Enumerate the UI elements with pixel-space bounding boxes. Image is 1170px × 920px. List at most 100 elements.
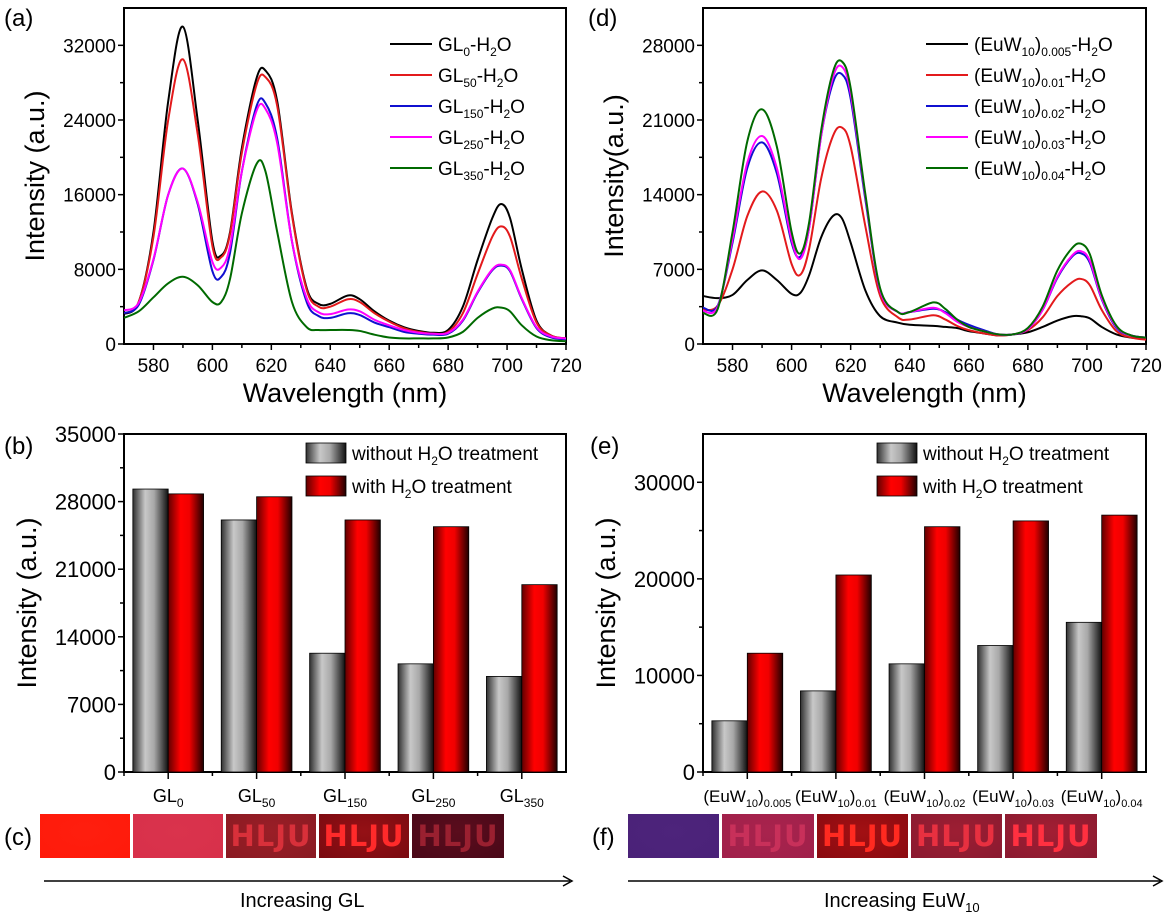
x-axis-label: Wavelength (nm) — [822, 378, 1027, 408]
bar-without H2O treatment-4 — [1065, 621, 1103, 773]
y-axis-label: Intensity(a.u.) — [599, 94, 629, 258]
y-tick-label: 21000 — [642, 111, 695, 132]
x-tick-label: 720 — [1130, 356, 1162, 377]
series-line-GL50-H2O — [124, 58, 566, 340]
legend-label: GL250-H2O — [438, 128, 525, 152]
y-axis-label: Intensity (a.u.) — [20, 90, 50, 261]
panel-label-b: (b) — [4, 433, 33, 460]
chart-b-bar-intensity-gl: 0 7000 14000 21000 28000 35000 Intensity (a.u.… — [12, 422, 567, 810]
y-tick-label: 28000 — [642, 36, 695, 57]
legend-swatch — [305, 442, 347, 464]
x-tick-label: (EuW10)0.02 — [884, 787, 966, 810]
legend-a: GL0-H2O GL50-H2O GL150-H2O GL250-H2O GL350-H… — [390, 35, 525, 183]
legend-swatch — [876, 442, 918, 464]
x-tick-label: 600 — [776, 356, 808, 377]
photo-tile-text: HLJU — [821, 819, 904, 853]
photo-tile-4: HLJU — [911, 814, 1002, 858]
y-tick-label: 0 — [104, 760, 116, 785]
bar-without H2O treatment-4 — [486, 675, 523, 773]
bar-with H2O treatment-0 — [167, 493, 204, 773]
bar-with H2O treatment-3 — [432, 526, 470, 773]
caption-text: Increasing EuW — [824, 890, 966, 912]
y-tick-label: 7000 — [653, 260, 695, 281]
series-line-(EuW10)0.04-H2O — [703, 59, 1146, 339]
panel-label-a: (a) — [4, 5, 33, 32]
y-tick-label: 14000 — [55, 625, 116, 650]
photo-tile-text: HLJU — [915, 819, 998, 853]
photo-tile-3: HLJU — [817, 814, 908, 858]
bar-without H2O treatment-1 — [800, 690, 837, 773]
bar-with H2O treatment-4 — [521, 584, 558, 773]
y-tick-label: 20000 — [634, 567, 695, 592]
bar-with H2O treatment-0 — [746, 652, 784, 773]
photo-tile-1 — [628, 814, 719, 858]
y-tick-label: 30000 — [634, 470, 695, 495]
legend-d: (EuW10)0.005-H2O (EuW10)0.01-H2O (EuW10)0.… — [926, 35, 1113, 183]
legend-label: without H2O treatment — [922, 444, 1110, 468]
series-line-(EuW10)0.01-H2O — [703, 125, 1146, 341]
x-tick-label: 620 — [255, 356, 287, 377]
caption-text: Increasing GL — [240, 890, 365, 912]
x-tick-label: (EuW10)0.03 — [972, 787, 1054, 810]
legend-label: GL50-H2O — [438, 66, 518, 90]
bar-without H2O treatment-0 — [711, 720, 748, 773]
x-tick-label: 700 — [1071, 356, 1103, 377]
plot-a-frame — [123, 7, 567, 345]
y-tick-label: 28000 — [55, 490, 116, 515]
bar-with H2O treatment-4 — [1101, 514, 1138, 773]
x-tick-label: 680 — [432, 356, 464, 377]
caption-increasing-gl: Increasing GL — [240, 890, 365, 913]
y-tick-label: 24000 — [63, 111, 116, 132]
photo-tile-4: HLJU — [319, 814, 409, 858]
legend-label: without H2O treatment — [351, 444, 539, 468]
y-tick-label: 32000 — [63, 36, 116, 57]
photo-tile-1 — [40, 814, 130, 858]
legend-swatch — [305, 475, 347, 497]
legend-label: (EuW10)0.02-H2O — [974, 97, 1106, 121]
photo-tile-text: HLJU — [323, 819, 405, 853]
legend-b: without H2O treatment with H2O treatment — [305, 442, 539, 501]
x-tick-label: 660 — [373, 356, 405, 377]
arrow-increasing-gl — [44, 875, 574, 887]
bar-with H2O treatment-3 — [1012, 520, 1049, 773]
y-axis-label: Intensity (a.u.) — [12, 517, 42, 688]
photo-tile-3: HLJU — [226, 814, 316, 858]
legend-label: with H2O treatment — [351, 477, 513, 501]
legend-label: (EuW10)0.03-H2O — [974, 128, 1106, 152]
photo-tile-5: HLJU — [412, 814, 504, 858]
legend-e: without H2O treatment with H2O treatment — [876, 442, 1110, 501]
legend-swatch — [876, 475, 918, 497]
bar-without H2O treatment-1 — [220, 519, 258, 773]
panel-label-c: (c) — [4, 824, 32, 851]
x-tick-label: 720 — [550, 356, 582, 377]
legend-label: GL0-H2O — [438, 35, 512, 59]
x-tick-label: 640 — [894, 356, 926, 377]
y-tick-label: 16000 — [63, 186, 116, 207]
bar-with H2O treatment-2 — [924, 526, 961, 773]
series-line-(EuW10)0.005-H2O — [703, 213, 1146, 340]
panel-label-e: (e) — [590, 433, 619, 460]
bar-with H2O treatment-1 — [835, 574, 872, 773]
y-tick-label: 10000 — [634, 663, 695, 688]
photo-tile-2 — [133, 814, 223, 858]
x-tick-label: 620 — [835, 356, 867, 377]
x-tick-label: GL150 — [323, 786, 367, 810]
bar-without H2O treatment-3 — [977, 645, 1014, 773]
y-tick-label: 8000 — [74, 260, 116, 281]
bar-with H2O treatment-1 — [256, 496, 293, 773]
legend-label: GL350-H2O — [438, 159, 525, 183]
x-tick-label: 680 — [1012, 356, 1044, 377]
caption-subscript: 10 — [965, 900, 980, 915]
x-tick-label: (EuW10)0.04 — [1061, 787, 1143, 810]
x-tick-label: 580 — [138, 356, 170, 377]
caption-increasing-euw10: Increasing EuW10 — [824, 890, 980, 915]
x-axis-label: Wavelength (nm) — [243, 378, 448, 408]
chart-d-emission-spectra-euw10: 580 600 620 640 660 680 700 720 0 7000 14000 21000 2… — [599, 7, 1162, 408]
y-tick-label: 35000 — [55, 422, 116, 447]
legend-label: (EuW10)0.01-H2O — [974, 66, 1106, 90]
legend-label: GL150-H2O — [438, 97, 525, 121]
chart-e-bar-intensity-euw10: 0 10000 20000 30000 Intensity (a.u.) (EuW10)0… — [591, 433, 1147, 810]
x-tick-label: 600 — [197, 356, 229, 377]
legend-label: with H2O treatment — [922, 477, 1084, 501]
